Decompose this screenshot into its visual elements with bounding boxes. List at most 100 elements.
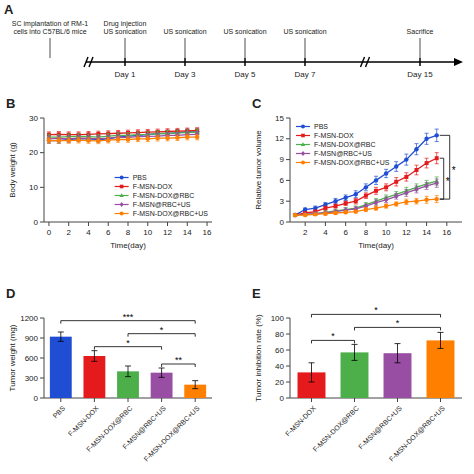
- data-point: [195, 135, 199, 139]
- error-bar: [86, 138, 90, 144]
- y-axis-line: [44, 118, 45, 222]
- legend-marker: [301, 125, 305, 129]
- timeline-connector: [245, 38, 246, 58]
- significance-label: *: [446, 176, 450, 187]
- error-bar: [323, 206, 327, 210]
- legend-marker: [120, 202, 124, 207]
- error-bar: [374, 187, 378, 194]
- data-point: [435, 181, 439, 186]
- data-point: [394, 194, 398, 199]
- x-axis-line: [290, 222, 462, 223]
- data-point: [414, 147, 418, 151]
- data-point: [126, 137, 130, 141]
- x-tick: [305, 222, 306, 226]
- timeline-label: Day 15: [407, 70, 433, 79]
- x-tick: [161, 398, 162, 402]
- data-point: [404, 200, 408, 204]
- y-tick-label: 0: [280, 218, 285, 227]
- text-line: SC implantation of RM-1: [12, 20, 88, 28]
- legend-marker: [301, 142, 305, 146]
- data-point: [384, 197, 388, 202]
- y-tick-label: 15: [275, 114, 284, 123]
- x-tick: [345, 222, 346, 226]
- data-point: [323, 210, 327, 215]
- annotations: *******: [61, 312, 195, 367]
- plot-area: [298, 332, 455, 398]
- legend-label: F-MSN-DOX@RBC: [133, 192, 195, 199]
- x-tick: [128, 222, 129, 226]
- series: [293, 153, 439, 217]
- x-tick: [440, 398, 441, 402]
- y-tick-label: 900: [25, 334, 39, 343]
- x-tick-label: 6: [106, 228, 111, 237]
- y-tick-label: 10: [29, 183, 38, 192]
- axis-break: [361, 57, 365, 67]
- legend-item: F-MSN-DOX@RBC: [296, 141, 376, 148]
- error-bar: [354, 210, 358, 213]
- significance-bracket: [440, 158, 444, 199]
- error-bar: [185, 134, 189, 140]
- x-tick: [446, 222, 447, 226]
- x-tick-label: 4: [86, 228, 91, 237]
- data-point: [364, 207, 368, 211]
- legend-item: F-MSN@RBC+US: [296, 150, 372, 157]
- legend-label: F-MSN@RBC+US: [314, 150, 372, 157]
- data-point: [67, 138, 71, 142]
- bar: [50, 337, 72, 398]
- data-point: [354, 199, 358, 203]
- error-bar: [374, 206, 378, 210]
- error-bar: [364, 184, 368, 191]
- y-axis-label: Relative tumor volume: [254, 130, 263, 210]
- y-tick-label: 1200: [20, 314, 38, 323]
- data-point: [394, 202, 398, 206]
- panel-label: A: [4, 2, 14, 17]
- error-bar: [156, 135, 160, 141]
- error-bar: [175, 135, 179, 141]
- error-bar: [195, 134, 199, 140]
- data-point: [333, 209, 337, 214]
- data-point: [384, 204, 388, 208]
- series: [47, 134, 200, 143]
- data-point: [293, 212, 297, 217]
- error-bar: [303, 208, 307, 211]
- y-tick-label: 80: [275, 330, 284, 339]
- data-point: [313, 212, 317, 216]
- legend: PBSF-MSN-DOXF-MSN-DOX@RBCF-MSN@RBC+USF-M…: [296, 123, 390, 166]
- y-tick-label: 20: [275, 378, 284, 387]
- y-tick: [286, 138, 290, 139]
- error-bar: [364, 193, 368, 199]
- data-point: [435, 133, 439, 137]
- timeline-connector: [50, 38, 51, 58]
- x-tick: [386, 222, 387, 226]
- x-tick-label: 10: [143, 228, 152, 237]
- series-line: [295, 181, 437, 215]
- text-line: cells into C57BL/6 mice: [13, 28, 86, 35]
- x-tick: [325, 222, 326, 226]
- error-bar: [384, 184, 388, 191]
- y-axis: 0102030Body weight (g): [8, 114, 45, 227]
- y-tick-label: 3: [280, 197, 285, 206]
- x-tick: [128, 398, 129, 402]
- data-point: [435, 197, 439, 201]
- significance-label: *: [126, 338, 130, 348]
- y-tick: [286, 366, 290, 367]
- x-tick: [426, 222, 427, 226]
- x-tick-label: 4: [323, 228, 328, 237]
- plot-area: [293, 129, 439, 218]
- text-line: Drug injection: [104, 20, 147, 28]
- data-point: [146, 137, 150, 141]
- data-point: [333, 211, 337, 215]
- y-tick: [40, 378, 44, 379]
- data-point: [374, 189, 378, 193]
- data-point: [293, 213, 297, 217]
- y-tick: [40, 318, 44, 319]
- timeline-tick: [419, 58, 421, 66]
- x-tick-label: F-MSN-DOX: [67, 404, 100, 437]
- error-bar: [77, 137, 81, 143]
- x-tick-label: F-MSN-DOX@RBC+US: [388, 404, 446, 462]
- error-bar: [106, 137, 110, 143]
- data-point: [343, 210, 347, 214]
- error-bar: [159, 368, 165, 377]
- error-bar: [354, 191, 358, 198]
- y-tick: [40, 398, 44, 399]
